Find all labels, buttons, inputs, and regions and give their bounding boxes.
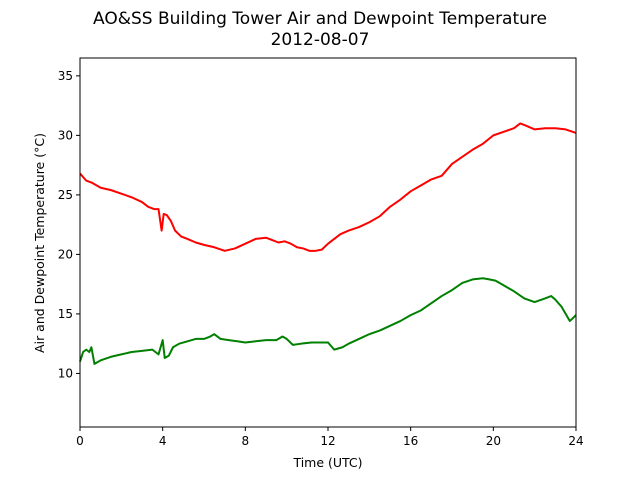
chart-title: AO&SS Building Tower Air and Dewpoint Te…	[93, 9, 547, 29]
y-axis-label: Air and Dewpoint Temperature (°C)	[32, 133, 47, 353]
y-tick-label: 10	[58, 366, 73, 380]
y-tick-label: 25	[58, 188, 73, 202]
x-axis: 0 4 8 12 16 20 24	[76, 427, 584, 448]
x-tick-label: 24	[568, 434, 583, 448]
y-axis: 10 15 20 25 30 35	[58, 69, 80, 380]
y-tick-label: 30	[58, 128, 73, 142]
series-line-2	[79, 277, 577, 365]
x-tick-label: 12	[320, 434, 335, 448]
chart-subtitle: 2012-08-07	[271, 30, 370, 50]
x-tick-label: 8	[242, 434, 250, 448]
y-tick-label: 35	[58, 69, 73, 83]
x-tick-label: 4	[159, 434, 167, 448]
series-line-1	[79, 122, 577, 252]
x-tick-label: 20	[486, 434, 501, 448]
x-tick-label: 16	[403, 434, 418, 448]
x-tick-label: 0	[76, 434, 84, 448]
y-tick-label: 20	[58, 247, 73, 261]
x-axis-label: Time (UTC)	[292, 455, 362, 470]
plot-area	[79, 122, 577, 365]
y-tick-label: 15	[58, 307, 73, 321]
